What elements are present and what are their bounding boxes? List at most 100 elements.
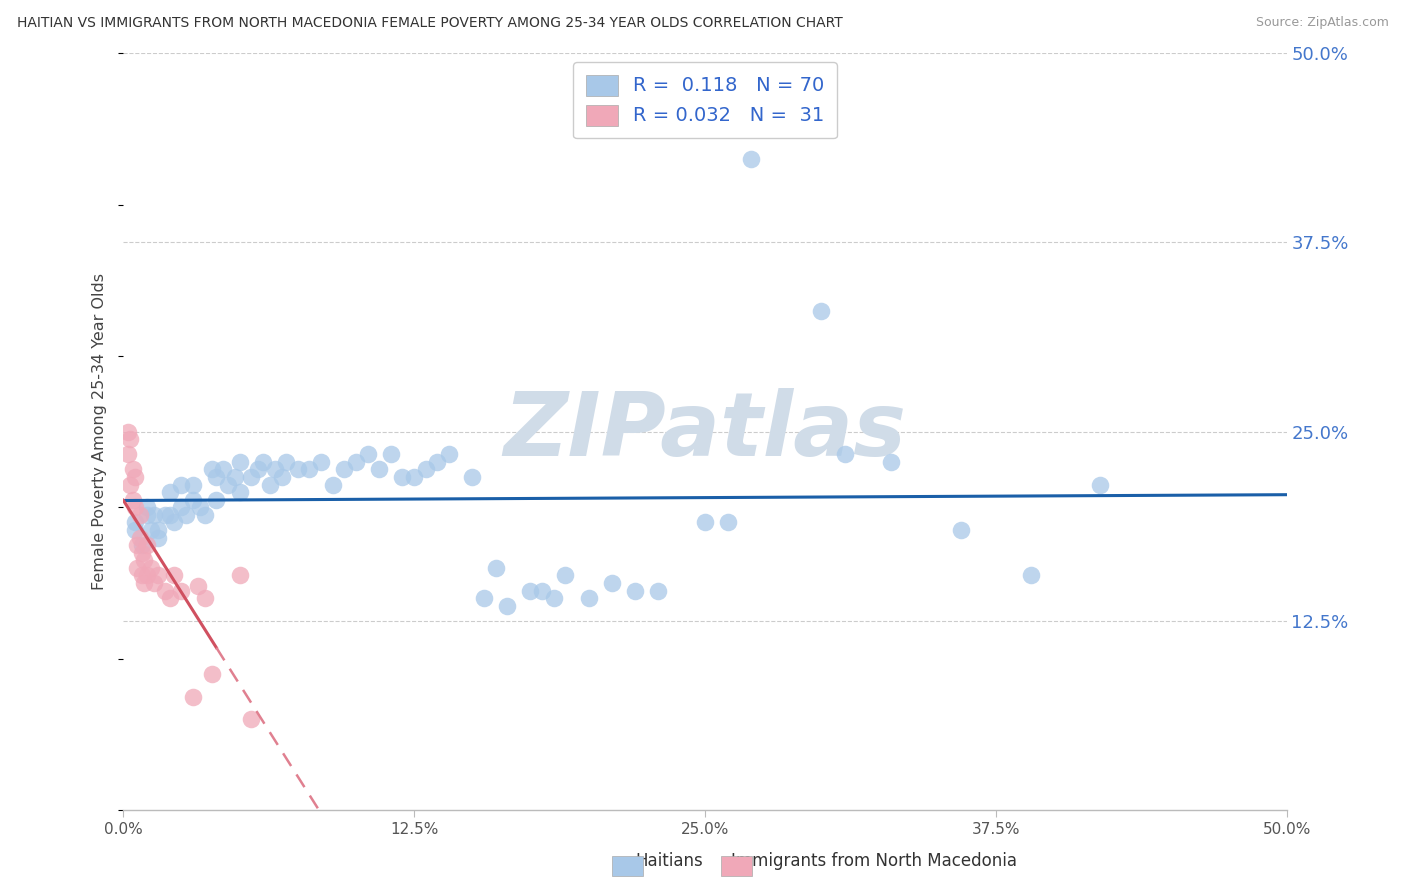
Point (159, 591, 181, 606)
Point (1019, 568, 1042, 582)
Text: Immigrants from North Macedonia: Immigrants from North Macedonia (731, 852, 1017, 870)
Point (624, 583, 647, 598)
Point (344, 455, 367, 469)
Point (252, 455, 274, 469)
Point (128, 508, 150, 522)
Point (135, 508, 157, 522)
Point (578, 591, 600, 606)
Point (120, 477, 142, 491)
Point (519, 583, 541, 598)
Point (496, 599, 519, 613)
Point (131, 568, 153, 582)
Point (228, 568, 250, 582)
Point (131, 538, 153, 552)
Point (368, 462, 391, 476)
Point (270, 470, 292, 484)
Point (153, 508, 176, 522)
Point (600, 576, 623, 591)
Point (194, 508, 217, 522)
Point (124, 516, 146, 530)
Point (121, 462, 143, 476)
Point (127, 538, 149, 552)
Point (472, 591, 495, 606)
Point (121, 492, 143, 507)
Point (228, 485, 250, 500)
Point (247, 462, 270, 476)
Point (135, 500, 157, 515)
Point (127, 561, 149, 575)
Point (810, 303, 832, 318)
Point (880, 455, 903, 469)
Point (170, 583, 193, 598)
Point (170, 477, 193, 491)
Point (554, 568, 576, 582)
Point (309, 455, 332, 469)
Text: ZIPatlas: ZIPatlas (503, 388, 907, 475)
Point (170, 500, 193, 515)
Point (205, 470, 228, 484)
Point (117, 447, 139, 461)
Point (740, 152, 762, 166)
Point (141, 523, 163, 537)
Point (141, 561, 163, 575)
Point (148, 523, 170, 537)
Point (224, 470, 246, 484)
Point (159, 508, 181, 522)
Point (131, 546, 153, 560)
Point (391, 470, 413, 484)
Point (461, 470, 484, 484)
Point (228, 455, 250, 469)
Point (240, 712, 263, 726)
Text: HAITIAN VS IMMIGRANTS FROM NORTH MACEDONIA FEMALE POVERTY AMONG 25-34 YEAR OLDS : HAITIAN VS IMMIGRANTS FROM NORTH MACEDON… (17, 16, 842, 30)
Point (159, 485, 181, 500)
Point (949, 523, 972, 537)
Point (142, 508, 165, 522)
Point (484, 561, 506, 575)
Point (181, 690, 204, 704)
Point (531, 583, 554, 598)
Point (148, 568, 170, 582)
Point (693, 516, 716, 530)
Point (287, 462, 309, 476)
Point (194, 591, 217, 606)
Point (1090, 477, 1112, 491)
Point (263, 462, 285, 476)
Point (217, 477, 239, 491)
Point (124, 523, 146, 537)
Point (142, 576, 165, 591)
Point (404, 470, 426, 484)
Point (201, 666, 224, 681)
Point (117, 425, 139, 439)
Point (153, 583, 176, 598)
Point (128, 531, 150, 545)
Point (135, 538, 157, 552)
Point (426, 455, 449, 469)
Point (298, 462, 321, 476)
Point (134, 553, 156, 567)
Point (415, 462, 437, 476)
Point (120, 432, 142, 446)
Point (135, 568, 157, 582)
Point (322, 477, 344, 491)
Text: Haitians: Haitians (636, 852, 703, 870)
Point (240, 470, 263, 484)
Point (212, 462, 235, 476)
Point (181, 477, 204, 491)
Point (134, 576, 156, 591)
Point (124, 500, 146, 515)
Point (380, 447, 402, 461)
Y-axis label: Female Poverty Among 25-34 Year Olds: Female Poverty Among 25-34 Year Olds (93, 273, 107, 591)
Point (201, 462, 224, 476)
Legend: R =  0.118   N = 70, R = 0.032   N =  31: R = 0.118 N = 70, R = 0.032 N = 31 (574, 62, 837, 138)
Point (148, 531, 170, 545)
Point (205, 492, 228, 507)
Point (717, 516, 740, 530)
Point (333, 462, 356, 476)
Point (181, 492, 204, 507)
Point (834, 447, 856, 461)
Point (163, 516, 186, 530)
Point (163, 568, 186, 582)
Point (276, 455, 298, 469)
Point (187, 579, 209, 593)
Point (543, 591, 565, 606)
